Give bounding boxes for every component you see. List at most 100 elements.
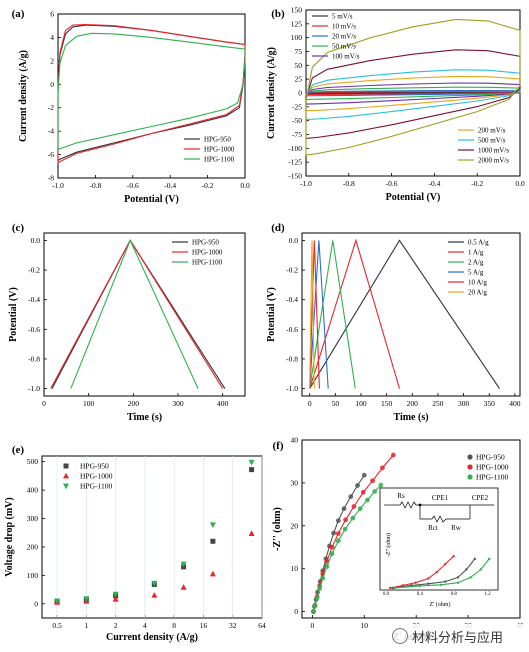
cv-curve — [305, 69, 521, 121]
legend-label: 5 mV/s — [332, 13, 353, 21]
data-point — [343, 517, 348, 523]
gcd-curve — [309, 240, 320, 389]
x-tick-label: -0.8 — [343, 179, 355, 188]
y-tick-label: 4 — [50, 33, 54, 42]
data-point — [329, 551, 335, 557]
legend-label: HPG-950 — [192, 239, 219, 247]
circuit-label: CPE1 — [432, 494, 449, 502]
y-tick-label: -125 — [288, 158, 302, 167]
y-tick-label: 40 — [291, 436, 299, 445]
inset-point — [444, 580, 447, 583]
y-tick-label: -100 — [288, 144, 302, 153]
inset-point — [389, 586, 392, 590]
inset-point — [427, 577, 430, 580]
circuit-label: Rw — [451, 524, 462, 532]
x-tick-label: 400 — [509, 399, 521, 408]
inset-point — [418, 584, 422, 588]
y-tick-label: -0.2 — [28, 266, 40, 275]
data-point — [180, 584, 187, 590]
y-tick-label: 0 — [298, 89, 302, 98]
legend-label: HPG-950 — [476, 453, 505, 462]
data-point — [390, 452, 396, 458]
data-point — [112, 591, 119, 598]
data-point — [248, 530, 255, 536]
panel-label: (c) — [12, 222, 25, 234]
x-tick-label: 200 — [128, 399, 140, 408]
legend-marker — [63, 472, 69, 479]
legend-marker — [63, 483, 69, 490]
wechat-icon — [392, 628, 408, 644]
inset-point — [479, 568, 482, 571]
x-tick-label: 0 — [42, 399, 46, 408]
data-point — [329, 544, 335, 550]
panel-e: (e) 0.5 1 2 4 8 16 32 64 0 100 200 300 400 500 Current … — [4, 444, 266, 643]
inset-point — [456, 581, 460, 584]
legend-label: HPG-1000 — [476, 463, 509, 472]
inset-x-tick-label: 0.4 — [417, 592, 424, 597]
data-point — [357, 506, 363, 512]
data-point — [378, 482, 384, 488]
panel-label: (e) — [12, 444, 25, 456]
inset-point — [444, 562, 447, 566]
legend-label: HPG-1100 — [192, 259, 223, 267]
legend-label: HPG-1100 — [80, 482, 112, 491]
x-tick-label: 64 — [258, 621, 266, 630]
y-tick-label: 20 — [291, 521, 299, 530]
x-tick-label: 400 — [217, 399, 229, 408]
inset-point — [393, 586, 396, 590]
y-tick-label: 25 — [295, 75, 303, 84]
x-tick-label: 1 — [84, 621, 88, 630]
data-point — [355, 483, 360, 488]
x-tick-label: -0.2 — [471, 179, 483, 188]
x-tick-label: -0.6 — [127, 181, 139, 190]
data-point — [317, 586, 323, 591]
inset-x-tick-label: 1.2 — [484, 592, 491, 597]
x-tick-label: 32 — [229, 621, 237, 630]
x-tick-label: 100 — [355, 399, 367, 408]
y-tick-label: 300 — [27, 514, 39, 523]
legend-marker — [63, 463, 69, 469]
cv-curve — [305, 49, 521, 139]
y-tick-label: 75 — [295, 47, 303, 56]
y-tick-label: -0.6 — [28, 325, 40, 334]
y-tick-label: 200 — [27, 542, 39, 551]
data-point — [365, 497, 370, 503]
y-tick-label: -6 — [48, 150, 54, 159]
legend-label: 50 mV/s — [332, 43, 356, 51]
x-tick-label: 100 — [83, 399, 95, 408]
inset-x-tick-label: 0.8 — [451, 592, 458, 597]
data-point — [209, 522, 216, 528]
data-point — [335, 518, 341, 524]
x-tick-label: -1.0 — [52, 181, 64, 190]
legend-label: HPG-1000 — [192, 249, 223, 257]
panel-label: (b) — [271, 8, 285, 20]
gcd-curve — [309, 239, 500, 389]
legend-marker — [467, 474, 473, 480]
legend-label: 2 A/g — [468, 259, 484, 267]
data-point — [209, 570, 216, 577]
y-tick-label: 10 — [291, 564, 299, 573]
circuit-resistor — [431, 515, 447, 523]
y-tick-label: -1.0 — [28, 384, 40, 393]
circuit-label: Rct — [428, 524, 438, 532]
y-tick-label: -0.4 — [286, 295, 298, 304]
inset-point — [488, 557, 491, 561]
legend-label: 10 A/g — [468, 279, 487, 287]
plot-frame — [41, 455, 263, 619]
inset-point — [410, 584, 413, 587]
y-tick-label: -75 — [292, 130, 302, 139]
y-axis-label: -Z'' (ohm) — [272, 507, 283, 551]
inset-y-label: -Z'' (ohm) — [385, 533, 392, 557]
data-point — [341, 506, 347, 512]
inset-point — [452, 555, 455, 558]
y-tick-label: 2 — [50, 56, 54, 65]
x-tick-label: 0.0 — [515, 179, 525, 188]
data-point — [351, 504, 357, 509]
x-tick-label: 250 — [432, 399, 444, 408]
legend-label: 20 A/g — [468, 289, 487, 297]
x-tick-label: -0.4 — [428, 179, 440, 188]
x-tick-label: 8 — [172, 621, 176, 630]
x-tick-label: 0.5 — [52, 621, 62, 630]
y-axis-label: Current density (A/g) — [18, 50, 29, 142]
